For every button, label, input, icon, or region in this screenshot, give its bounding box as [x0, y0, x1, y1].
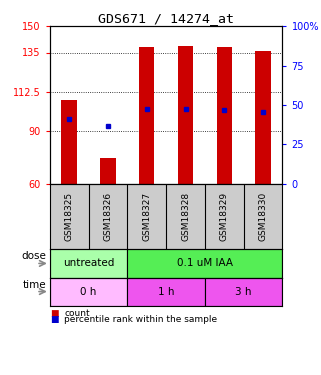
Bar: [139, 47, 154, 184]
Text: ■: ■: [50, 315, 58, 324]
Text: ■: ■: [50, 309, 58, 318]
Text: percentile rank within the sample: percentile rank within the sample: [64, 315, 217, 324]
Bar: [61, 100, 77, 184]
Text: untreated: untreated: [63, 258, 114, 268]
Text: 3 h: 3 h: [235, 286, 252, 297]
Bar: [100, 158, 116, 184]
Text: 1 h: 1 h: [158, 286, 174, 297]
Bar: [127, 249, 282, 278]
Text: GSM18328: GSM18328: [181, 192, 190, 241]
Bar: [50, 278, 127, 306]
Bar: [217, 47, 232, 184]
Text: GSM18325: GSM18325: [65, 192, 74, 241]
Text: GSM18330: GSM18330: [259, 192, 268, 241]
Bar: [127, 278, 205, 306]
Bar: [50, 249, 127, 278]
Text: GSM18326: GSM18326: [103, 192, 112, 241]
Text: time: time: [23, 279, 47, 290]
Text: count: count: [64, 309, 90, 318]
Bar: [178, 45, 193, 184]
Bar: [205, 278, 282, 306]
Text: 0.1 uM IAA: 0.1 uM IAA: [177, 258, 233, 268]
Text: GSM18329: GSM18329: [220, 192, 229, 241]
Text: 0 h: 0 h: [80, 286, 97, 297]
Title: GDS671 / 14274_at: GDS671 / 14274_at: [98, 12, 234, 25]
Text: GSM18327: GSM18327: [142, 192, 151, 241]
Text: dose: dose: [22, 251, 47, 261]
Bar: [255, 51, 271, 184]
